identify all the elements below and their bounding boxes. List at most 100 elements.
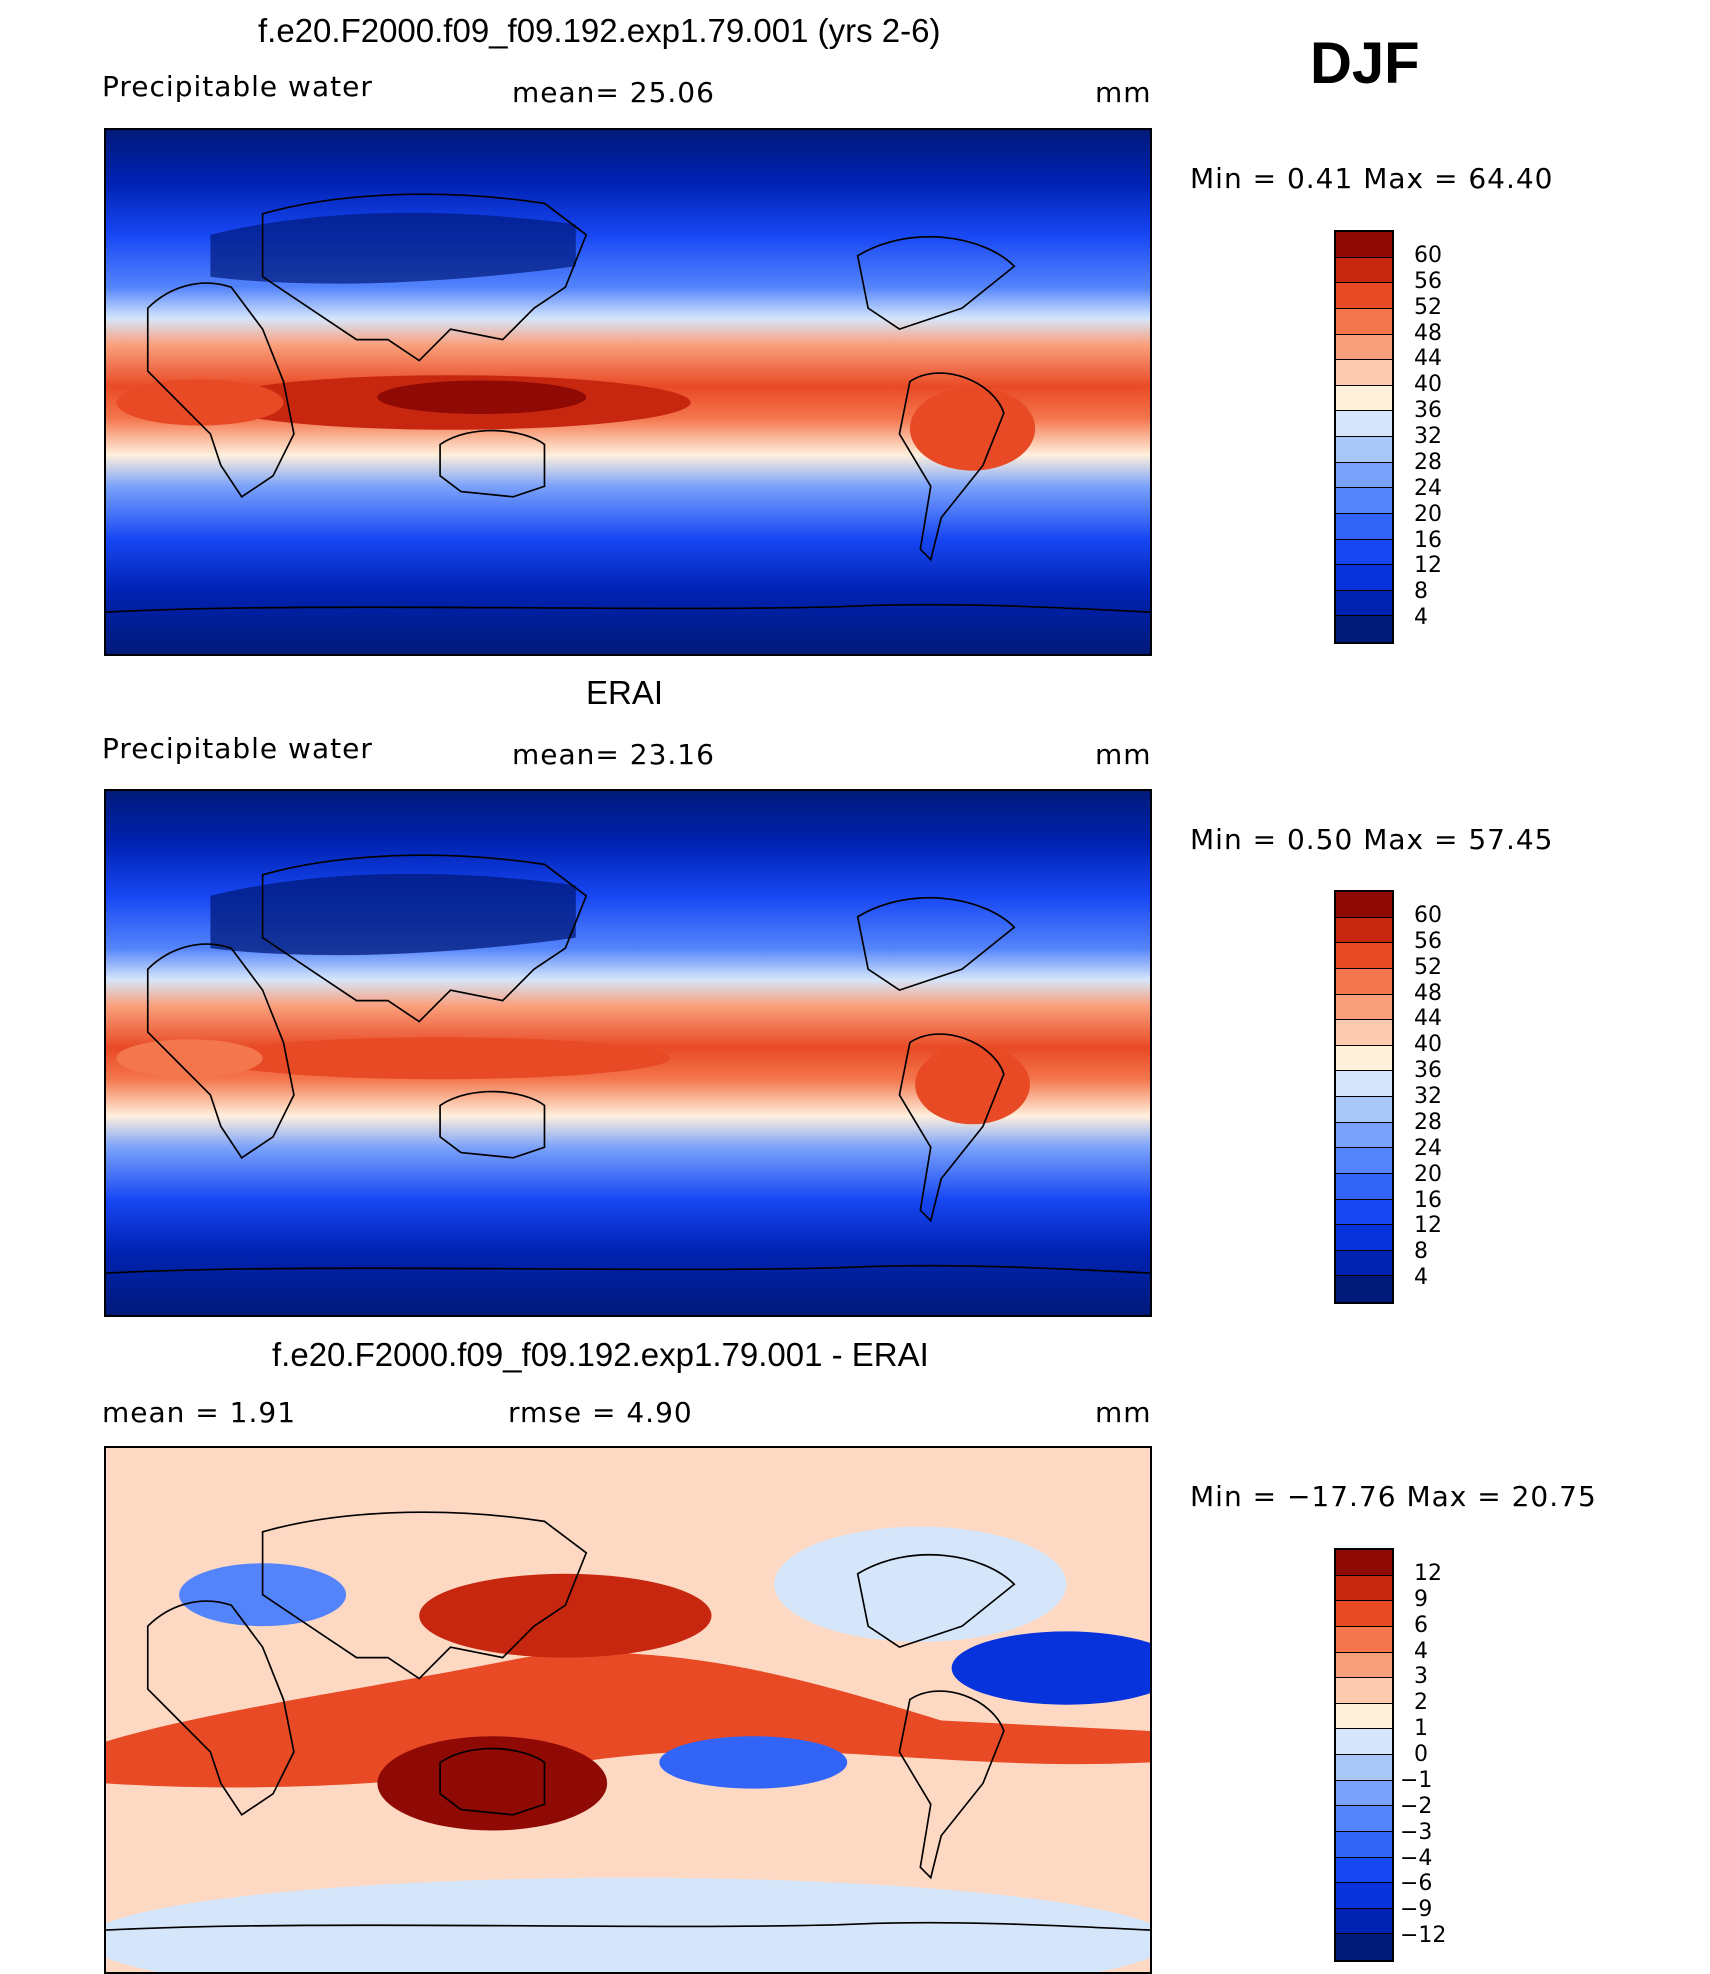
colorbar-box xyxy=(1336,1806,1392,1832)
panel-mean-label-model: mean= 25.06 xyxy=(512,76,715,109)
colorbar-box xyxy=(1336,488,1392,514)
colorbar-box xyxy=(1336,1729,1392,1755)
colorbar-obs xyxy=(1334,890,1394,1304)
diff-trop-band xyxy=(106,1652,1150,1788)
colorbar-tick-label: 32 xyxy=(1414,424,1442,449)
map-diff xyxy=(104,1446,1152,1974)
panel-units-label-obs: mm xyxy=(1095,738,1152,771)
panel-mean-label-obs: mean= 23.16 xyxy=(512,738,715,771)
colorbar-box xyxy=(1336,334,1392,361)
season-label: DJF xyxy=(1310,31,1420,96)
colorbar-tick-label: 40 xyxy=(1414,372,1442,398)
colorbar-tick-label: 24 xyxy=(1414,475,1442,501)
colorbar-diff xyxy=(1334,1548,1394,1962)
colorbar-box xyxy=(1336,1250,1392,1277)
colorbar-tick-label: 4 xyxy=(1414,605,1428,631)
colorbar-box xyxy=(1336,565,1392,591)
panel-variable-label-obs: Precipitable water xyxy=(102,732,373,765)
colorbar-box xyxy=(1336,1020,1392,1046)
colorbar-box xyxy=(1336,1173,1392,1200)
map-model-svg xyxy=(106,130,1150,654)
model-warm-core xyxy=(377,380,587,415)
map-obs-svg xyxy=(106,791,1150,1315)
colorbar-box xyxy=(1336,232,1392,258)
diff-npac xyxy=(419,1573,712,1658)
colorbar-tick-label: 36 xyxy=(1414,1058,1442,1084)
colorbar-box xyxy=(1336,1148,1392,1174)
colorbar-box xyxy=(1336,1934,1392,1960)
panel-variable-label-model: Precipitable water xyxy=(102,70,373,103)
colorbar-box xyxy=(1336,1652,1392,1679)
colorbar-box xyxy=(1336,994,1392,1021)
colorbar-tick-label: 48 xyxy=(1414,980,1442,1006)
obs-dry-asia xyxy=(210,873,576,956)
colorbar-box xyxy=(1336,513,1392,540)
panel-mean-label-diff: mean = 1.91 xyxy=(102,1396,297,1429)
colorbar-tick-label: 12 xyxy=(1414,1213,1442,1239)
colorbar-box xyxy=(1336,1071,1392,1097)
colorbar-tick-label: 16 xyxy=(1414,1187,1442,1213)
colorbar-tick-label: −12 xyxy=(1400,1923,1447,1949)
colorbar-box xyxy=(1336,917,1392,944)
colorbar-box xyxy=(1336,1755,1392,1781)
obs-coastlines xyxy=(106,854,1150,1274)
map-obs xyxy=(104,789,1152,1317)
colorbar-box xyxy=(1336,539,1392,566)
colorbar-ticks-diff: 12 9 6 4 3 2 1 0 −1 −2 −3 −4 −6 −9 −12 xyxy=(1400,1548,1514,1962)
colorbar-tick-label: 8 xyxy=(1414,579,1428,605)
model-amazon xyxy=(909,386,1036,471)
colorbar-box xyxy=(1336,1276,1392,1302)
colorbar-box xyxy=(1336,1626,1392,1653)
obs-amazon xyxy=(915,1044,1030,1125)
model-coastlines xyxy=(106,193,1150,613)
colorbar-tick-label: 3 xyxy=(1414,1664,1428,1690)
colorbar-tick-label: −1 xyxy=(1400,1767,1433,1793)
colorbar-box xyxy=(1336,1097,1392,1123)
diff-spcz xyxy=(659,1736,848,1789)
colorbar-tick-label: 32 xyxy=(1414,1084,1442,1109)
colorbar-tick-label: 60 xyxy=(1414,242,1442,268)
colorbar-tick-label: 16 xyxy=(1414,527,1442,553)
colorbar-tick-label: −9 xyxy=(1400,1897,1433,1923)
diff-coastlines xyxy=(106,1511,1150,1931)
colorbar-box xyxy=(1336,1678,1392,1704)
colorbar-box xyxy=(1336,1883,1392,1909)
colorbar-tick-label: 40 xyxy=(1414,1032,1442,1058)
colorbar-box xyxy=(1336,360,1392,386)
colorbar-tick-label: −6 xyxy=(1400,1871,1433,1897)
colorbar-box xyxy=(1336,1857,1392,1884)
obs-warm-pool xyxy=(210,1037,670,1080)
colorbar-box xyxy=(1336,1045,1392,1072)
colorbar-box xyxy=(1336,283,1392,309)
colorbar-box xyxy=(1336,1601,1392,1627)
colorbar-box xyxy=(1336,1908,1392,1935)
panel-minmax-label-obs: Min = 0.50 Max = 57.45 xyxy=(1190,823,1554,856)
colorbar-tick-label: 2 xyxy=(1414,1690,1428,1716)
colorbar-tick-label: 24 xyxy=(1414,1135,1442,1161)
colorbar-tick-label: 6 xyxy=(1414,1612,1428,1638)
colorbar-tick-label: 9 xyxy=(1414,1586,1428,1612)
colorbar-box xyxy=(1336,308,1392,335)
colorbar-tick-label: 4 xyxy=(1414,1638,1428,1664)
diff-natl xyxy=(951,1631,1150,1705)
colorbar-tick-label: 48 xyxy=(1414,320,1442,346)
colorbar-box xyxy=(1336,1225,1392,1251)
colorbar-tick-label: 0 xyxy=(1414,1742,1428,1767)
colorbar-box xyxy=(1336,1575,1392,1602)
colorbar-tick-label: 20 xyxy=(1414,501,1442,527)
colorbar-box xyxy=(1336,590,1392,617)
colorbar-tick-label: 12 xyxy=(1414,1560,1442,1586)
colorbar-box xyxy=(1336,257,1392,284)
colorbar-box xyxy=(1336,437,1392,463)
colorbar-tick-label: 44 xyxy=(1414,1006,1442,1032)
panel-minmax-label-diff: Min = −17.76 Max = 20.75 xyxy=(1190,1480,1597,1513)
colorbar-tick-label: 12 xyxy=(1414,553,1442,579)
colorbar-tick-label: 56 xyxy=(1414,928,1442,954)
colorbar-tick-label: 52 xyxy=(1414,294,1442,320)
panel-rmse-label-diff: rmse = 4.90 xyxy=(508,1396,693,1429)
colorbar-box xyxy=(1336,616,1392,642)
panel-title-model: f.e20.F2000.f09_f09.192.exp1.79.001 (yrs… xyxy=(258,12,941,49)
colorbar-tick-label: 20 xyxy=(1414,1161,1442,1187)
colorbar-box xyxy=(1336,1831,1392,1858)
colorbar-box xyxy=(1336,1199,1392,1226)
